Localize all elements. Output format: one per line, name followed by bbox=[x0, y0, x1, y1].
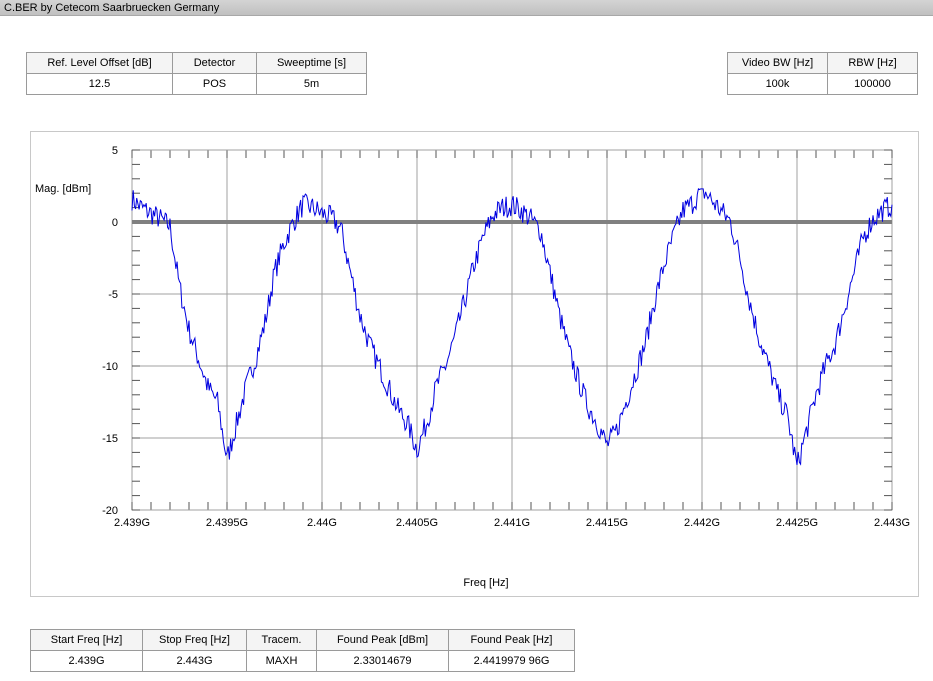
x-tick-label: 2.439G bbox=[114, 517, 150, 529]
rbw-value: 100000 bbox=[827, 73, 918, 95]
video-bw-header: Video BW [Hz] bbox=[727, 52, 828, 74]
found-peak-hz-header: Found Peak [Hz] bbox=[448, 629, 575, 651]
ref-level-offset-value: 12.5 bbox=[26, 73, 173, 95]
top-right-parameter-table: Video BW [Hz] RBW [Hz] 100k 100000 bbox=[727, 52, 918, 95]
x-tick-label: 2.443G bbox=[874, 517, 910, 529]
x-tick-label: 2.4425G bbox=[776, 517, 818, 529]
tracemode-header: Tracem. bbox=[246, 629, 317, 651]
start-freq-value: 2.439G bbox=[30, 650, 143, 672]
found-peak-hz-value: 2.4419979 96G bbox=[448, 650, 575, 672]
y-axis-label: Mag. [dBm] bbox=[35, 183, 91, 195]
x-tick-label: 2.4395G bbox=[206, 517, 248, 529]
y-tick-label: 0 bbox=[112, 217, 118, 229]
x-tick-labels: 2.439G 2.4395G 2.44G 2.4405G 2.441G 2.4415G 2.… bbox=[114, 517, 910, 529]
x-axis-label: Freq [Hz] bbox=[463, 577, 508, 589]
x-tick-label: 2.4405G bbox=[396, 517, 438, 529]
tracemode-value: MAXH bbox=[246, 650, 317, 672]
stop-freq-value: 2.443G bbox=[142, 650, 247, 672]
spectrum-chart: 50-5-10-15-20 2.439G 2.4395G 2.44G 2.4405G 2… bbox=[35, 145, 910, 589]
y-tick-label: -20 bbox=[102, 505, 118, 517]
window-title-bar: C.BER by Cetecom Saarbruecken Germany bbox=[0, 0, 933, 16]
detector-header: Detector bbox=[172, 52, 257, 74]
bottom-result-table: Start Freq [Hz] Stop Freq [Hz] Tracem. F… bbox=[30, 629, 575, 672]
ref-level-offset-header: Ref. Level Offset [dB] bbox=[26, 52, 173, 74]
x-tick-label: 2.441G bbox=[494, 517, 530, 529]
rbw-header: RBW [Hz] bbox=[827, 52, 918, 74]
x-tick-label: 2.442G bbox=[684, 517, 720, 529]
x-tick-label: 2.44G bbox=[307, 517, 337, 529]
video-bw-value: 100k bbox=[727, 73, 828, 95]
trace-line bbox=[131, 188, 893, 466]
found-peak-dbm-header: Found Peak [dBm] bbox=[316, 629, 449, 651]
top-left-parameter-table: Ref. Level Offset [dB] Detector Sweeptim… bbox=[26, 52, 367, 95]
detector-value: POS bbox=[172, 73, 257, 95]
window-title: C.BER by Cetecom Saarbruecken Germany bbox=[4, 2, 220, 14]
sweeptime-header: Sweeptime [s] bbox=[256, 52, 367, 74]
sweeptime-value: 5m bbox=[256, 73, 367, 95]
y-tick-label: 5 bbox=[112, 145, 118, 157]
x-tick-label: 2.4415G bbox=[586, 517, 628, 529]
y-tick-label: -5 bbox=[108, 289, 118, 301]
y-tick-labels: 5 0 -5 -10 -15 -20 bbox=[102, 145, 118, 517]
y-tick-label: -15 bbox=[102, 433, 118, 445]
start-freq-header: Start Freq [Hz] bbox=[30, 629, 143, 651]
stop-freq-header: Stop Freq [Hz] bbox=[142, 629, 247, 651]
found-peak-dbm-value: 2.33014679 bbox=[316, 650, 449, 672]
y-tick-label: -10 bbox=[102, 361, 118, 373]
spectrum-plot-frame: 5 0 -5 -10 -15 -20 2.439G 2.4395G 2.44G 2.4405G 2… bbox=[30, 131, 919, 597]
